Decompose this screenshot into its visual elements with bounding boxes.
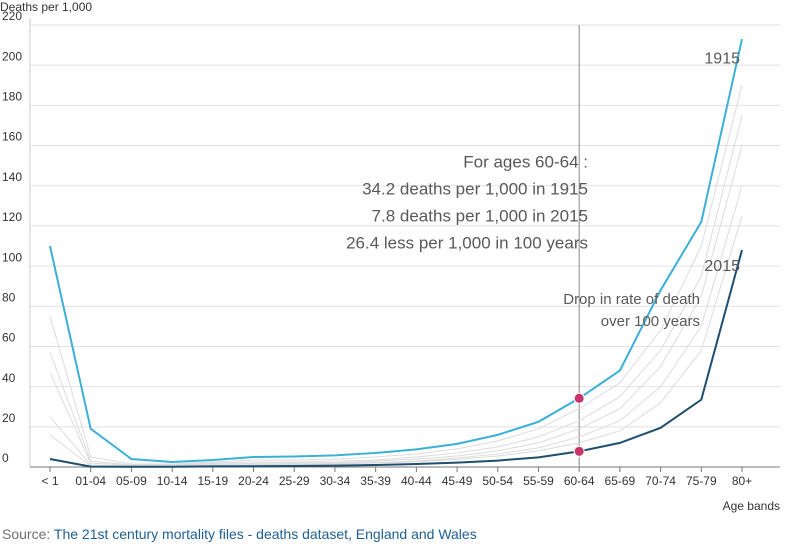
x-tick-label: < 1: [41, 474, 58, 488]
x-tick-label: 20-24: [238, 474, 269, 488]
y-tick-label: 0: [2, 451, 9, 465]
x-tick-label: 30-34: [320, 474, 351, 488]
drop-note: Drop in rate of death: [563, 291, 700, 308]
background-line: [49, 85, 743, 465]
annotation: 34.2 deaths per 1,000 in 1915: [362, 179, 588, 198]
x-tick-label: 55-59: [523, 474, 554, 488]
y-tick-label: 200: [2, 49, 22, 63]
x-tick-label: 35-39: [360, 474, 391, 488]
y-tick-label: 60: [2, 331, 16, 345]
y-tick-label: 120: [2, 210, 22, 224]
y-tick-label: 180: [2, 90, 22, 104]
drop-note: over 100 years: [601, 313, 700, 330]
y-tick-label: 40: [2, 371, 16, 385]
source-link[interactable]: The 21st century mortality files - death…: [54, 526, 477, 542]
series-line: [49, 249, 743, 468]
series-line: [49, 38, 743, 463]
x-tick-label: 65-69: [605, 474, 636, 488]
background-line: [49, 145, 743, 466]
x-tick-label: 40-44: [401, 474, 432, 488]
series-label: 1915: [704, 50, 740, 67]
x-tick-label: 15-19: [197, 474, 228, 488]
y-tick-label: 80: [2, 290, 16, 304]
source: Source: The 21st century mortality files…: [2, 526, 477, 542]
y-tick-label: 100: [2, 250, 22, 264]
y-tick-label: 140: [2, 170, 22, 184]
x-tick-label: 10-14: [157, 474, 188, 488]
x-tick-label: 80+: [732, 474, 752, 488]
x-tick-label: 05-09: [116, 474, 147, 488]
highlight-dot: [573, 392, 585, 404]
series-label: 2015: [704, 258, 740, 275]
source-prefix: Source:: [2, 526, 50, 542]
y-tick-label: 20: [2, 411, 16, 425]
highlight-dot: [573, 445, 585, 457]
x-tick-label: 45-49: [442, 474, 473, 488]
y-tick-label: 160: [2, 130, 22, 144]
annotation: 7.8 deaths per 1,000 in 2015: [372, 206, 588, 225]
x-tick-label: 75-79: [686, 474, 717, 488]
x-tick-label: 50-54: [482, 474, 513, 488]
annotation: For ages 60-64 :: [463, 152, 588, 171]
x-tick-label: 70-74: [645, 474, 676, 488]
background-line: [49, 215, 743, 467]
y-tick-label: 220: [2, 9, 22, 23]
y-axis-label: Deaths per 1,000: [0, 0, 92, 14]
x-tick-label: 01-04: [75, 474, 106, 488]
x-tick-label: 25-29: [279, 474, 310, 488]
annotation: 26.4 less per 1,000 in 100 years: [346, 233, 588, 252]
x-tick-label: 60-64: [564, 474, 595, 488]
x-axis-label: Age bands: [723, 499, 780, 513]
